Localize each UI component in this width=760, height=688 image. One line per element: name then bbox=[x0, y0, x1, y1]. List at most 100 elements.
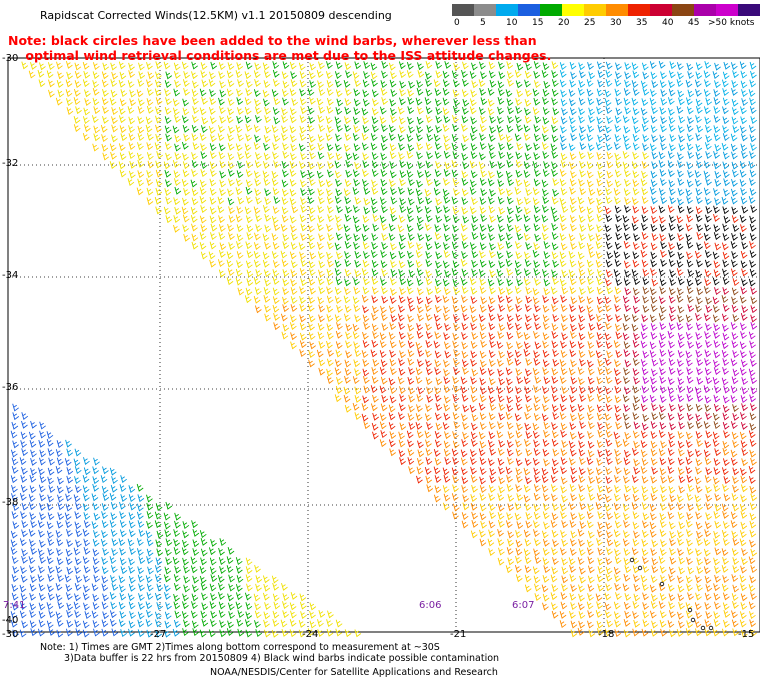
wind-barb bbox=[462, 98, 470, 107]
wind-barb bbox=[497, 503, 505, 512]
wind-barb bbox=[668, 249, 675, 258]
wind-barb bbox=[605, 341, 613, 350]
wind-barb bbox=[470, 170, 478, 179]
wind-barb bbox=[172, 125, 180, 134]
wind-barb bbox=[129, 547, 136, 555]
wind-barb bbox=[289, 618, 297, 627]
wind-barb bbox=[660, 178, 667, 186]
wind-barb bbox=[560, 547, 567, 556]
wind-barb bbox=[613, 295, 621, 304]
wind-barb bbox=[542, 332, 550, 341]
wind-barb bbox=[487, 178, 495, 187]
wind-barb bbox=[380, 250, 387, 259]
wind-barb bbox=[730, 133, 738, 142]
wind-barb bbox=[641, 458, 649, 467]
wind-barb bbox=[245, 602, 253, 611]
wind-barb bbox=[487, 385, 495, 394]
wind-barb bbox=[631, 502, 639, 511]
wind-barb bbox=[228, 242, 235, 250]
wind-barb bbox=[273, 312, 280, 321]
wind-barb bbox=[569, 448, 577, 457]
wind-barb bbox=[93, 133, 101, 142]
wind-barb bbox=[371, 107, 379, 116]
wind-barb bbox=[82, 620, 90, 629]
wind-barb bbox=[39, 512, 46, 521]
wind-barb bbox=[137, 125, 145, 134]
wind-barb bbox=[110, 79, 118, 88]
wind-barb bbox=[111, 107, 118, 116]
wind-barb bbox=[543, 278, 551, 287]
wind-barb bbox=[235, 143, 243, 152]
wind-barb bbox=[316, 69, 324, 78]
wind-barb bbox=[667, 475, 675, 484]
wind-barb bbox=[289, 215, 297, 224]
wind-barb bbox=[642, 71, 650, 80]
wind-barb bbox=[21, 502, 29, 511]
wind-barb bbox=[623, 493, 631, 502]
wind-barb bbox=[399, 178, 406, 187]
wind-barb bbox=[731, 332, 739, 340]
wind-barb bbox=[713, 106, 721, 115]
wind-barb bbox=[326, 323, 334, 332]
wind-barb bbox=[506, 474, 513, 483]
wind-barb bbox=[443, 403, 451, 412]
wind-barb bbox=[183, 565, 190, 574]
wind-barb bbox=[56, 485, 64, 494]
wind-barb bbox=[551, 340, 559, 349]
wind-barb bbox=[362, 241, 370, 250]
wind-barb bbox=[497, 278, 504, 286]
wind-barb bbox=[722, 161, 730, 170]
wind-barb bbox=[497, 368, 504, 377]
wind-barb bbox=[695, 420, 703, 429]
wind-barb bbox=[145, 619, 153, 628]
wind-barb bbox=[93, 125, 101, 134]
wind-barb bbox=[721, 583, 729, 592]
wind-barb bbox=[263, 629, 271, 638]
wind-barb bbox=[488, 529, 495, 538]
wind-barb bbox=[471, 368, 479, 377]
wind-barb bbox=[741, 89, 748, 98]
wind-barb bbox=[173, 224, 180, 233]
wind-barb bbox=[82, 528, 90, 537]
wind-barb bbox=[739, 160, 747, 169]
wind-barb bbox=[669, 403, 676, 412]
wind-barb bbox=[714, 503, 722, 512]
wind-barb bbox=[704, 197, 712, 206]
wind-barb bbox=[741, 241, 749, 250]
wind-barb bbox=[541, 484, 549, 493]
wind-barb bbox=[65, 60, 73, 69]
wind-barb bbox=[703, 232, 711, 241]
wind-barb bbox=[145, 530, 153, 539]
wind-barb bbox=[713, 224, 721, 233]
wind-barb bbox=[327, 241, 334, 250]
wind-barb bbox=[731, 296, 738, 305]
wind-barb bbox=[56, 520, 64, 529]
wind-barb bbox=[406, 150, 414, 159]
wind-barb bbox=[677, 233, 684, 242]
wind-barb bbox=[705, 206, 713, 215]
wind-barb bbox=[704, 349, 712, 358]
wind-barb bbox=[56, 79, 64, 88]
wind-barb bbox=[46, 602, 54, 611]
wind-barb bbox=[289, 197, 297, 206]
wind-barb bbox=[388, 439, 396, 448]
wind-barb bbox=[452, 503, 460, 512]
wind-barb bbox=[93, 628, 100, 637]
wind-barb bbox=[83, 107, 91, 116]
wind-barb bbox=[244, 295, 252, 304]
wind-barb bbox=[370, 403, 378, 412]
wind-barb bbox=[532, 249, 540, 258]
wind-barb bbox=[713, 213, 720, 222]
wind-barb bbox=[668, 566, 676, 575]
wind-barb bbox=[722, 421, 730, 430]
wind-barb bbox=[739, 538, 747, 547]
wind-barb bbox=[416, 116, 424, 125]
wind-barb bbox=[146, 88, 154, 96]
wind-barb bbox=[488, 332, 496, 341]
wind-barb bbox=[524, 503, 532, 511]
wind-barb bbox=[290, 143, 298, 152]
wind-barb bbox=[568, 502, 576, 511]
wind-barb bbox=[649, 287, 657, 296]
wind-barb bbox=[642, 556, 649, 565]
wind-barb bbox=[505, 367, 513, 376]
